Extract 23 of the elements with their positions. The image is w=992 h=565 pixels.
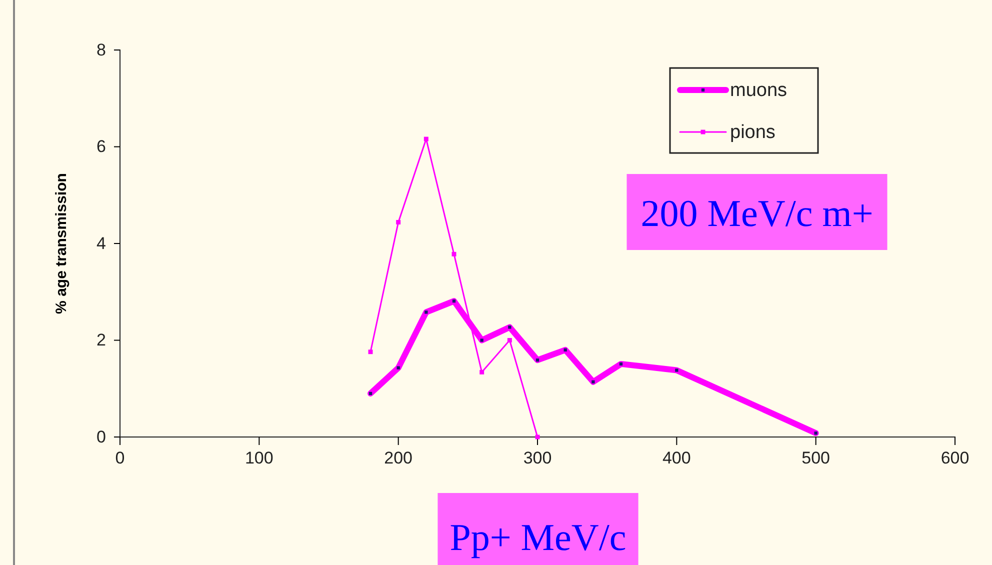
point xyxy=(452,252,456,256)
point xyxy=(424,136,428,142)
x-tick-label: 100 xyxy=(244,448,274,468)
x-tick-label: 200 xyxy=(384,448,413,468)
point xyxy=(368,350,373,354)
x-tick-label: 400 xyxy=(662,448,691,468)
legend-label: muons xyxy=(730,80,788,101)
y-axis-title: % age transmission xyxy=(53,173,70,314)
point xyxy=(480,370,484,374)
x-tick-label: 500 xyxy=(802,448,830,468)
x-tick-label: 300 xyxy=(523,448,552,468)
y-tick-label: 8 xyxy=(96,40,106,60)
y-tick-label: 6 xyxy=(96,137,106,156)
annotation: 200 MeV/c m+ xyxy=(640,193,874,235)
point xyxy=(507,338,512,342)
x-tick-label: 600 xyxy=(940,448,970,468)
point xyxy=(396,220,401,224)
x-tick-label: 0 xyxy=(115,448,125,468)
legend-label: pions xyxy=(730,122,776,143)
y-tick-label: 2 xyxy=(96,330,106,350)
y-tick-label: 4 xyxy=(96,234,106,253)
x-axis-title: Pp+ MeV/c xyxy=(450,517,626,559)
y-tick-label: 0 xyxy=(96,427,106,446)
